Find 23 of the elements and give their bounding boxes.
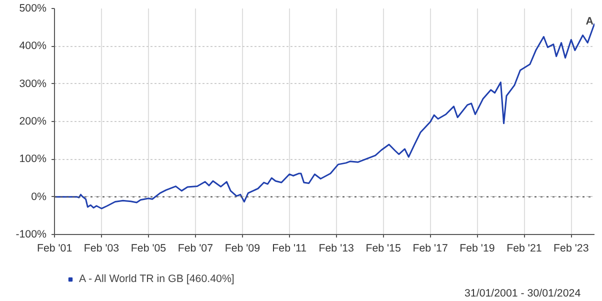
line-series xyxy=(54,22,594,210)
annotation: A xyxy=(586,16,594,28)
x-tick-label: Feb '05 xyxy=(130,242,166,254)
x-tick-label: Feb '13 xyxy=(318,242,354,254)
y-tick-label: 100% xyxy=(19,153,48,166)
y-tick-label: 500% xyxy=(19,2,48,14)
text: 31/01/2001 - 30/01/2024 xyxy=(464,288,581,300)
x-tick-label: Feb '19 xyxy=(460,242,495,254)
y-tick-label: 0% xyxy=(31,190,48,203)
x-tick-label: Feb '07 xyxy=(178,242,214,254)
x-tick-label: Feb '11 xyxy=(272,242,307,254)
x-tick-label: Feb '17 xyxy=(412,242,448,254)
x-tick-label: Feb '09 xyxy=(224,242,260,254)
x-tick-label: Feb '23 xyxy=(554,242,589,254)
x-tick-label: Feb '21 xyxy=(506,242,542,254)
y-tick-label: 300% xyxy=(19,78,48,90)
x-tick-label: Feb '01 xyxy=(36,242,72,254)
y-tick-label: -100% xyxy=(16,228,48,240)
x-tick-label: Feb '15 xyxy=(366,242,401,254)
x-tick-label: Feb '03 xyxy=(84,242,120,254)
y-tick-label: 200% xyxy=(19,116,48,128)
y-tick-label: 400% xyxy=(19,40,48,52)
legend-label: A - All World TR in GB [460.40%] xyxy=(79,273,234,285)
